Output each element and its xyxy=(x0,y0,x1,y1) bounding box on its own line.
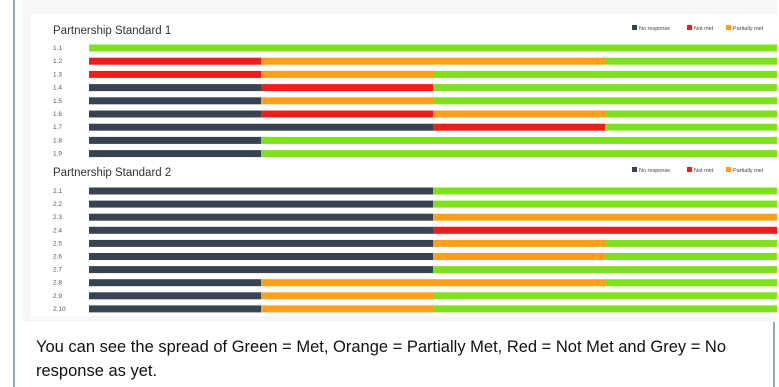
bar-segment xyxy=(605,279,777,287)
stacked-bar-charts: Partnership Standard 1 No response Not met… xyxy=(53,25,777,313)
category-label: 1.2 xyxy=(53,58,62,65)
bar-segment xyxy=(89,305,261,313)
bar-segment xyxy=(433,292,777,300)
legend-swatch xyxy=(726,167,731,172)
bar-segment xyxy=(433,84,777,92)
bar-segment xyxy=(261,136,777,144)
bar-segment xyxy=(433,239,605,247)
bar-segment xyxy=(605,239,777,247)
bar-segment xyxy=(605,110,777,118)
legend-label: Not met xyxy=(694,26,714,32)
bar-segment xyxy=(89,84,261,92)
bar-segment xyxy=(433,305,777,313)
category-label: 2.1 xyxy=(53,188,62,195)
legend-swatch xyxy=(632,167,637,172)
category-label: 2.6 xyxy=(53,254,62,261)
bar-segment xyxy=(89,226,433,234)
category-label: 1.9 xyxy=(53,151,62,158)
category-label: 2.2 xyxy=(53,201,62,208)
category-label: 2.3 xyxy=(53,214,62,221)
bar-segment xyxy=(261,84,433,92)
category-label: 2.5 xyxy=(53,240,62,247)
bar-segment xyxy=(261,70,433,78)
legend-label: Partially met xyxy=(733,26,764,32)
bar-segment xyxy=(605,57,777,65)
bar-segment xyxy=(261,305,433,313)
bar-segment xyxy=(261,150,777,158)
bar-segment xyxy=(89,279,261,287)
bar-segment xyxy=(261,292,433,300)
bar-segment xyxy=(89,213,433,221)
bar-segment xyxy=(433,70,777,78)
category-label: 1.1 xyxy=(53,45,62,52)
bar-segment xyxy=(89,57,261,65)
category-label: 1.4 xyxy=(53,85,62,92)
bar-segment xyxy=(433,266,777,274)
bar-segment xyxy=(89,97,261,105)
bar-segment xyxy=(261,110,433,118)
bar-segment xyxy=(89,253,433,260)
caption-text: You can see the spread of Green = Met, O… xyxy=(36,338,727,380)
legend-label: Partially met xyxy=(733,168,764,174)
bar-segment xyxy=(261,57,605,65)
bar-segment xyxy=(433,253,605,260)
legend-label: No response xyxy=(639,168,670,174)
bar-segment xyxy=(261,97,433,105)
chart-title: Partnership Standard 1 xyxy=(53,25,171,37)
bar-segment xyxy=(89,136,261,144)
bar-segment xyxy=(433,123,605,131)
category-label: 1.3 xyxy=(53,71,62,78)
bar-segment xyxy=(89,292,261,300)
bar-segment xyxy=(89,150,261,158)
bar-segment xyxy=(89,266,433,274)
bar-segment xyxy=(89,70,261,78)
bar-segment xyxy=(89,123,433,131)
legend-label: No response xyxy=(639,26,670,32)
category-label: 2.8 xyxy=(53,280,62,287)
legend-swatch xyxy=(687,25,692,30)
bar-segment xyxy=(433,187,777,195)
legend-swatch xyxy=(726,25,731,30)
bar-segment xyxy=(433,213,777,221)
bar-segment xyxy=(433,110,605,118)
bar-segment xyxy=(605,253,777,260)
legend-label: Not met xyxy=(694,168,714,174)
bar-segment xyxy=(261,279,605,287)
category-label: 1.6 xyxy=(53,111,62,118)
category-label: 2.9 xyxy=(53,293,62,300)
bar-segment xyxy=(89,44,777,52)
bar-segment xyxy=(433,226,777,234)
bar-segment xyxy=(89,239,433,247)
legend-swatch xyxy=(687,167,692,172)
bar-segment xyxy=(89,110,261,118)
legend-swatch xyxy=(632,25,637,30)
chart-title: Partnership Standard 2 xyxy=(53,167,171,179)
category-label: 2.7 xyxy=(53,267,62,274)
category-label: 2.4 xyxy=(53,227,62,234)
category-label: 1.8 xyxy=(53,137,62,144)
bar-segment xyxy=(89,187,433,195)
category-label: 2.10 xyxy=(53,306,66,313)
bar-segment xyxy=(605,123,777,131)
bar-segment xyxy=(433,200,777,208)
bar-segment xyxy=(89,200,433,208)
category-label: 1.7 xyxy=(53,124,62,131)
category-label: 1.5 xyxy=(53,98,62,105)
bar-segment xyxy=(433,97,777,105)
